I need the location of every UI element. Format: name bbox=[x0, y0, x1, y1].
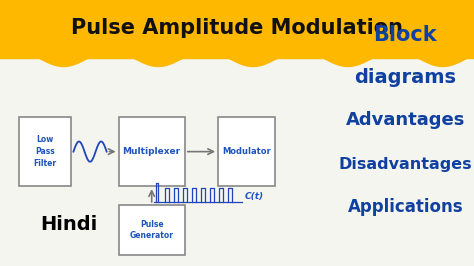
Bar bbox=[218, 117, 275, 186]
Bar bbox=[118, 205, 185, 255]
Text: diagrams: diagrams bbox=[354, 68, 456, 87]
Text: Multiplexer: Multiplexer bbox=[123, 147, 181, 156]
Text: Disadvantages: Disadvantages bbox=[338, 157, 472, 172]
Text: Hindi: Hindi bbox=[40, 215, 98, 234]
Polygon shape bbox=[0, 0, 474, 59]
Text: C(t): C(t) bbox=[245, 192, 264, 201]
Bar bbox=[19, 117, 71, 186]
Text: Pulse
Generator: Pulse Generator bbox=[130, 220, 173, 240]
Text: Modulator: Modulator bbox=[222, 147, 271, 156]
Text: Low
Pass
Filter: Low Pass Filter bbox=[34, 135, 56, 168]
Text: Block: Block bbox=[374, 24, 437, 45]
Bar bbox=[118, 117, 185, 186]
Text: Advantages: Advantages bbox=[346, 111, 465, 129]
Text: Pulse Amplitude Modulation: Pulse Amplitude Modulation bbox=[71, 18, 403, 38]
Text: Applications: Applications bbox=[347, 198, 463, 217]
